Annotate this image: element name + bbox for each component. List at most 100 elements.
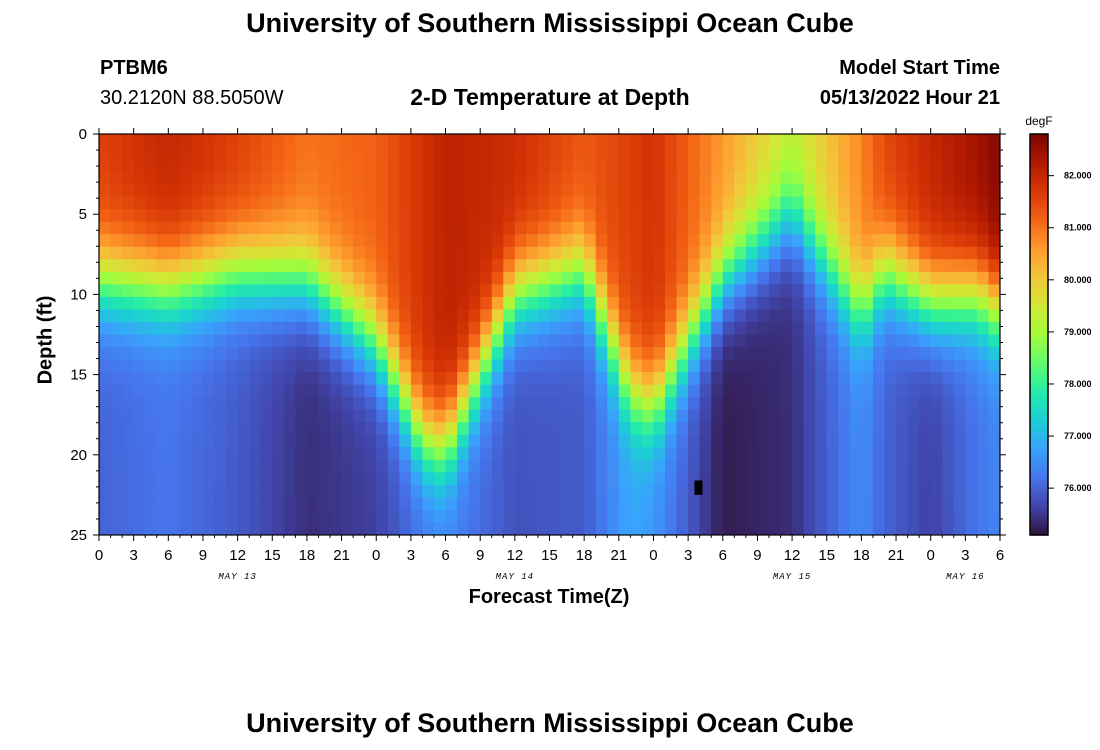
heatmap-cell bbox=[757, 146, 770, 160]
heatmap-cell bbox=[341, 434, 354, 448]
heatmap-cell bbox=[283, 196, 296, 210]
heatmap-cell bbox=[306, 372, 320, 386]
heatmap-cell bbox=[919, 221, 932, 235]
heatmap-cell bbox=[457, 472, 470, 486]
heatmap-cell bbox=[376, 134, 389, 148]
heatmap-cell bbox=[526, 509, 539, 524]
heatmap-cell bbox=[202, 284, 216, 298]
heatmap-cell bbox=[168, 209, 181, 223]
heatmap-cell bbox=[272, 422, 285, 436]
heatmap-cell bbox=[896, 271, 909, 285]
heatmap-cell bbox=[318, 146, 331, 160]
heatmap-cell bbox=[145, 422, 158, 436]
heatmap-cell bbox=[295, 159, 308, 173]
heatmap-cell bbox=[930, 146, 943, 160]
heatmap-cell bbox=[514, 497, 527, 511]
heatmap-cell bbox=[318, 309, 331, 323]
heatmap-cell bbox=[457, 422, 470, 436]
heatmap-cell bbox=[422, 134, 435, 148]
heatmap-cell bbox=[537, 459, 551, 473]
heatmap-cell bbox=[884, 509, 897, 524]
heatmap-cell bbox=[260, 472, 273, 486]
heatmap-cell bbox=[480, 171, 493, 185]
heatmap-cell bbox=[272, 196, 285, 210]
heatmap-cell bbox=[953, 159, 966, 173]
heatmap-cell bbox=[688, 384, 701, 398]
heatmap-cell bbox=[503, 334, 516, 348]
heatmap-cell bbox=[422, 422, 435, 436]
colorbar-swatch bbox=[1030, 367, 1048, 372]
heatmap-cell bbox=[537, 409, 551, 423]
heatmap-cell bbox=[734, 284, 747, 298]
heatmap-cell bbox=[445, 359, 458, 373]
heatmap-cell bbox=[422, 259, 435, 273]
heatmap-cell bbox=[826, 284, 839, 298]
heatmap-cell bbox=[942, 509, 955, 524]
heatmap-cell bbox=[699, 347, 712, 361]
heatmap-cell bbox=[618, 522, 631, 535]
colorbar-swatch bbox=[1030, 344, 1048, 349]
heatmap-cell bbox=[872, 409, 886, 423]
heatmap-cell bbox=[122, 347, 135, 361]
heatmap-cell bbox=[584, 196, 597, 210]
heatmap-cell bbox=[272, 447, 285, 461]
heatmap-cell bbox=[792, 196, 805, 210]
heatmap-cell bbox=[849, 484, 862, 499]
heatmap-cell bbox=[272, 347, 285, 361]
heatmap-cell bbox=[457, 347, 470, 361]
heatmap-cell bbox=[965, 459, 978, 473]
heatmap-cell bbox=[156, 459, 169, 473]
heatmap-cell bbox=[202, 209, 216, 223]
heatmap-cell bbox=[745, 321, 759, 336]
heatmap-cell bbox=[353, 184, 366, 198]
heatmap-cell bbox=[376, 196, 389, 210]
heatmap-cell bbox=[630, 296, 643, 311]
heatmap-cell bbox=[872, 259, 886, 273]
heatmap-cell bbox=[699, 497, 712, 511]
colorbar-tick-label: 77.000 bbox=[1064, 431, 1092, 441]
heatmap-cell bbox=[734, 221, 747, 235]
heatmap-cell bbox=[364, 296, 377, 311]
heatmap-cell bbox=[537, 334, 551, 348]
heatmap-cell bbox=[838, 196, 851, 210]
heatmap-cell bbox=[537, 184, 551, 198]
heatmap-cell bbox=[226, 497, 239, 511]
heatmap-cell bbox=[110, 384, 123, 398]
heatmap-cell bbox=[168, 459, 181, 473]
heatmap-cell bbox=[526, 347, 539, 361]
heatmap-cell bbox=[226, 321, 239, 336]
heatmap-cell bbox=[988, 459, 1000, 473]
heatmap-cell bbox=[780, 509, 793, 524]
heatmap-cell bbox=[618, 397, 631, 411]
heatmap-cell bbox=[387, 246, 400, 260]
heatmap-cell bbox=[283, 509, 296, 524]
heatmap-cell bbox=[665, 372, 678, 386]
heatmap-cell bbox=[503, 221, 516, 235]
heatmap-cell bbox=[919, 422, 932, 436]
heatmap-cell bbox=[433, 484, 447, 499]
heatmap-cell bbox=[641, 397, 655, 411]
heatmap-cell bbox=[480, 409, 493, 423]
heatmap-cell bbox=[988, 497, 1000, 511]
heatmap-cell bbox=[399, 397, 412, 411]
heatmap-cell bbox=[907, 196, 920, 210]
heatmap-cell bbox=[480, 321, 493, 336]
heatmap-cell bbox=[376, 309, 389, 323]
heatmap-cell bbox=[872, 221, 886, 235]
y-tick-label: 10 bbox=[70, 286, 87, 303]
heatmap-cell bbox=[503, 284, 516, 298]
heatmap-cell bbox=[919, 196, 932, 210]
heatmap-cell bbox=[942, 309, 955, 323]
heatmap-cell bbox=[202, 397, 216, 411]
heatmap-cell bbox=[503, 409, 516, 423]
heatmap-cell bbox=[722, 321, 735, 336]
heatmap-cell bbox=[641, 159, 655, 173]
heatmap-cell bbox=[757, 296, 770, 311]
heatmap-cell bbox=[988, 522, 1000, 535]
heatmap-cell bbox=[838, 384, 851, 398]
heatmap-cell bbox=[468, 422, 481, 436]
heatmap-cell bbox=[272, 459, 285, 473]
heatmap-cell bbox=[480, 509, 493, 524]
heatmap-cell bbox=[595, 459, 608, 473]
heatmap-cell bbox=[884, 372, 897, 386]
